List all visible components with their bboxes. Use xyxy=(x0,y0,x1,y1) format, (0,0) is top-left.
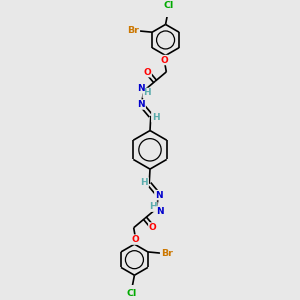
Text: N: N xyxy=(156,207,163,216)
Text: O: O xyxy=(132,235,140,244)
Text: Br: Br xyxy=(161,249,172,258)
Text: O: O xyxy=(149,223,157,232)
Text: H: H xyxy=(152,113,159,122)
Text: H: H xyxy=(143,88,151,98)
Text: Br: Br xyxy=(128,26,139,35)
Text: H: H xyxy=(141,178,148,187)
Text: H: H xyxy=(149,202,157,211)
Text: N: N xyxy=(137,100,145,109)
Text: N: N xyxy=(137,84,144,93)
Text: O: O xyxy=(143,68,151,76)
Text: O: O xyxy=(160,56,168,64)
Text: Cl: Cl xyxy=(127,290,137,298)
Text: N: N xyxy=(155,190,163,200)
Text: Cl: Cl xyxy=(163,1,173,10)
